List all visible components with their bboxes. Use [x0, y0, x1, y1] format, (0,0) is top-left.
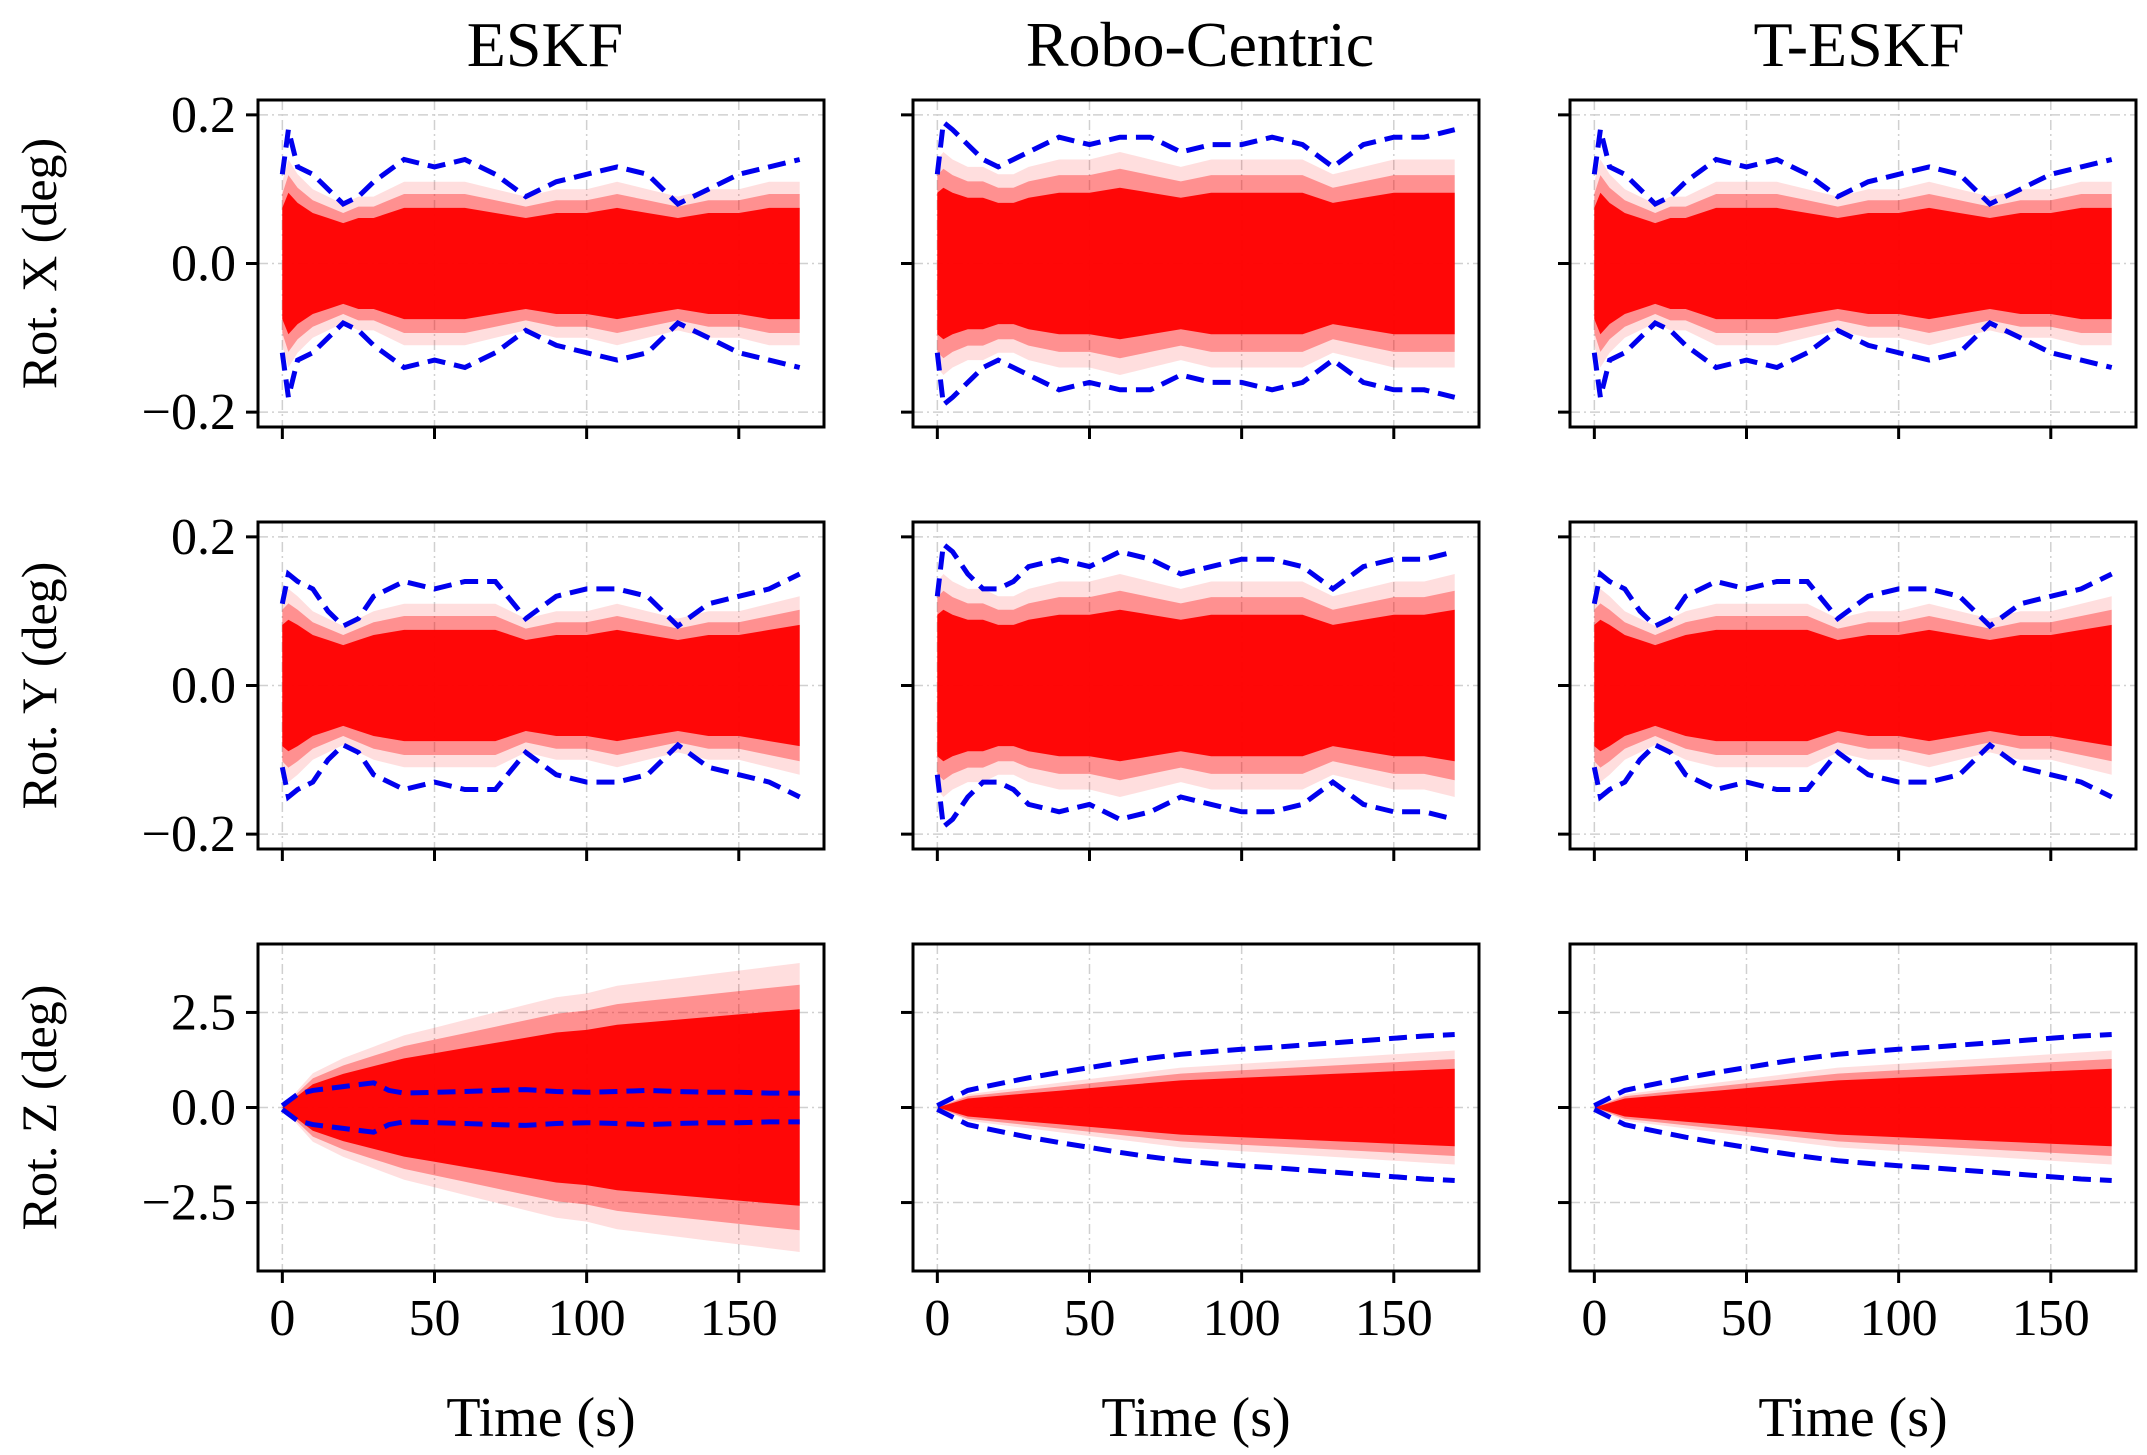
sigma-bound-lower-line	[279, 741, 801, 802]
sigma-bound-upper-line	[279, 129, 801, 208]
mc-error-band-core	[937, 1068, 1455, 1147]
subplot-r1-c2	[901, 98, 1481, 439]
mc-error-band-core	[1594, 619, 2112, 752]
subplot-r3-c3: 0 50 100 150 Time (s)	[1558, 942, 2138, 1449]
sigma-bound-lower-line	[280, 1107, 800, 1135]
sigma-bound-upper-line	[934, 539, 1456, 597]
series-layer	[1591, 129, 2113, 398]
sigma-bound-lower-line	[934, 774, 1456, 832]
sigma-bound-upper-line	[936, 1032, 1455, 1108]
subplot-r2-c1: −0.2 0.0 0.2 Rot. Y (deg)	[11, 509, 826, 863]
x-tick-label: 150	[2012, 1290, 2090, 1347]
mc-error-band-core	[1594, 192, 2112, 335]
sigma-bound-upper-line	[1591, 129, 2113, 208]
y-axis-label: Rot. Y (deg)	[11, 562, 67, 810]
sigma-bound-lower-line	[1591, 319, 2113, 398]
series-layer	[279, 569, 801, 802]
mc-error-band-core	[282, 1009, 800, 1206]
y-axis-label: Rot. X (deg)	[11, 138, 67, 389]
series-layer	[934, 117, 1456, 410]
x-tick-label: 0	[1581, 1290, 1607, 1347]
column-title-robo-centric: Robo-Centric	[1026, 9, 1374, 80]
y-tick-label: −0.2	[142, 384, 236, 441]
x-tick-label: 0	[924, 1290, 950, 1347]
subplot-r2-c3	[1558, 520, 2138, 861]
series-layer	[1591, 569, 2113, 802]
subplot-grid: −0.2 0.0 0.2 Rot. X (deg) −0.2 0.0 0.2 Rot. Y (…	[11, 87, 2138, 1449]
sigma-bound-upper-line	[279, 569, 801, 630]
y-axis-label: Rot. Z (deg)	[11, 985, 67, 1231]
y-tick-label: 0.0	[171, 236, 236, 293]
x-tick-label: 100	[548, 1290, 626, 1347]
mc-error-band-core	[282, 192, 800, 335]
x-axis-label: Time (s)	[1101, 1387, 1290, 1449]
x-tick-label: 100	[1203, 1290, 1281, 1347]
mc-error-band-core	[1594, 1068, 2112, 1147]
mc-error-band-core	[282, 619, 800, 752]
sigma-bound-upper-line	[1591, 569, 2113, 630]
mc-error-band-core	[937, 609, 1455, 762]
y-tick-label: 0.2	[171, 87, 236, 144]
x-tick-label: 0	[269, 1290, 295, 1347]
x-tick-label: 100	[1860, 1290, 1938, 1347]
series-layer	[934, 539, 1456, 832]
column-title-eskf: ESKF	[467, 9, 624, 80]
y-tick-label: −2.5	[142, 1175, 236, 1232]
sigma-bound-lower-line	[1591, 741, 2113, 802]
x-axis-label: Time (s)	[446, 1387, 635, 1449]
series-layer	[936, 1032, 1455, 1183]
subplot-r1-c1: −0.2 0.0 0.2 Rot. X (deg)	[11, 87, 826, 441]
y-tick-label: 0.2	[171, 509, 236, 566]
series-layer	[1593, 1032, 2112, 1183]
subplot-r2-c2	[901, 520, 1481, 861]
sigma-bound-lower-line	[1593, 1107, 2112, 1183]
y-tick-label: −0.2	[142, 806, 236, 863]
sigma-bound-lower-line	[936, 1107, 1455, 1183]
y-tick-label: 0.0	[171, 1080, 236, 1137]
series-layer	[280, 963, 800, 1252]
y-tick-label: 0.0	[171, 658, 236, 715]
x-tick-label: 150	[1355, 1290, 1433, 1347]
subplot-r1-c3	[1558, 98, 2138, 439]
x-tick-label: 50	[1063, 1290, 1115, 1347]
sigma-bound-upper-line	[280, 1080, 800, 1108]
column-title-t-eskf: T-ESKF	[1753, 9, 1964, 80]
sigma-bound-upper-line	[1593, 1032, 2112, 1108]
x-tick-label: 150	[700, 1290, 778, 1347]
x-tick-label: 50	[1720, 1290, 1772, 1347]
sigma-bound-lower-line	[934, 352, 1456, 410]
y-tick-label: 2.5	[171, 984, 236, 1041]
subplot-r3-c1: 0 50 100 150 −2.5 0.0 2.5 Rot. Z (deg) Time (s)	[11, 942, 826, 1449]
series-layer	[279, 129, 801, 398]
subplot-r3-c2: 0 50 100 150 Time (s)	[901, 942, 1481, 1449]
mc-error-band-core	[937, 187, 1455, 340]
sigma-bound-upper-line	[934, 117, 1456, 175]
x-axis-label: Time (s)	[1758, 1387, 1947, 1449]
x-tick-label: 50	[408, 1290, 460, 1347]
sigma-bound-lower-line	[279, 319, 801, 398]
